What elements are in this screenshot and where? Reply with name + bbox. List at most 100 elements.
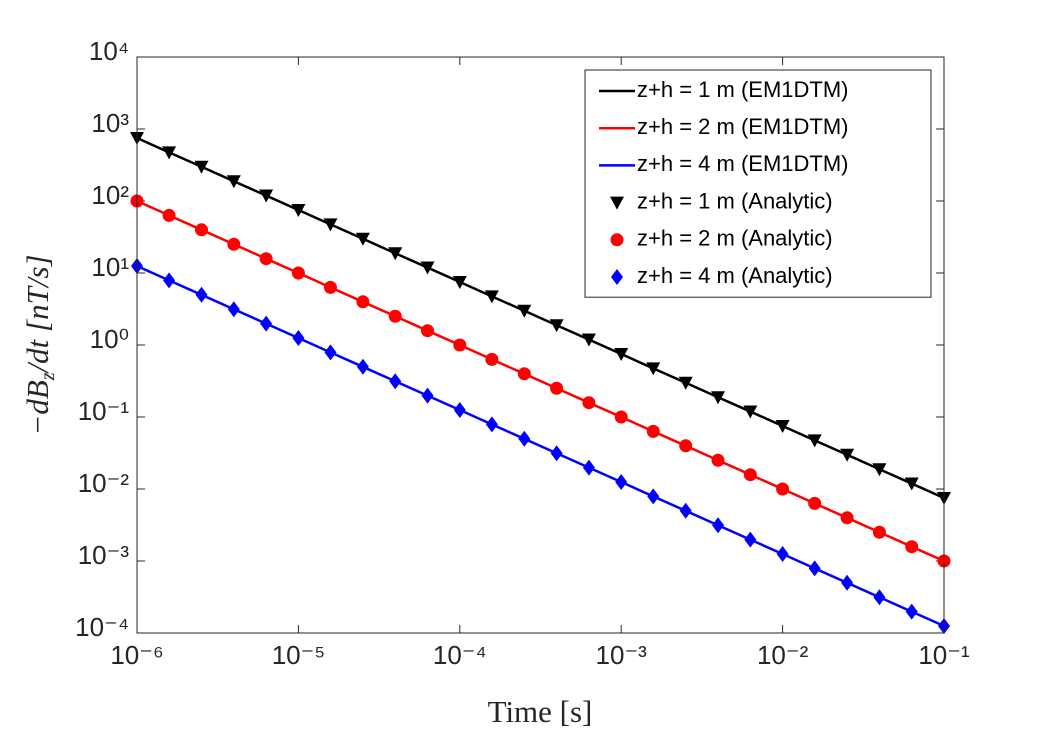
marker — [162, 208, 176, 222]
legend-label: z+h = 2 m (Analytic) — [637, 226, 833, 251]
marker — [872, 463, 887, 477]
marker — [647, 488, 660, 505]
marker — [517, 367, 531, 381]
marker — [776, 482, 790, 496]
marker — [841, 574, 854, 591]
marker — [808, 496, 822, 510]
marker — [775, 419, 790, 433]
y-tick-label: 10⁻¹ — [78, 396, 130, 426]
marker — [355, 232, 370, 246]
marker — [291, 266, 305, 280]
marker — [163, 272, 176, 289]
marker — [420, 261, 435, 275]
marker — [292, 330, 305, 347]
marker — [581, 333, 596, 347]
marker — [388, 309, 402, 323]
y-tick-label: 10⁻³ — [78, 540, 130, 570]
y-label-part: −dB — [20, 380, 55, 435]
marker — [610, 233, 624, 247]
x-tick-label: 10⁻⁵ — [272, 640, 325, 670]
y-tick-label: 10⁴ — [89, 36, 129, 66]
marker — [744, 531, 757, 548]
marker — [323, 218, 338, 232]
marker — [389, 373, 402, 390]
legend-label: z+h = 4 m (EM1DTM) — [637, 151, 848, 176]
marker — [453, 338, 467, 352]
y-label-subscript: z — [37, 372, 59, 381]
marker — [904, 477, 919, 491]
marker — [646, 362, 661, 376]
y-tick-label: 10³ — [91, 108, 129, 138]
marker — [610, 196, 624, 210]
marker — [873, 589, 886, 606]
legend-label: z+h = 1 m (Analytic) — [637, 188, 833, 213]
marker — [615, 474, 628, 491]
marker — [679, 502, 692, 519]
marker — [711, 391, 726, 405]
marker — [260, 315, 273, 332]
x-tick-label: 10⁻² — [757, 640, 809, 670]
marker — [484, 290, 499, 304]
marker — [324, 344, 337, 361]
marker — [421, 324, 435, 338]
marker — [807, 434, 822, 448]
marker — [227, 237, 241, 251]
legend-label: z+h = 1 m (EM1DTM) — [637, 77, 848, 102]
y-tick-label: 10⁻⁴ — [75, 612, 129, 642]
y-label-part: /dt [nT/s] — [20, 254, 55, 374]
marker — [162, 146, 177, 160]
marker — [227, 301, 240, 318]
marker — [356, 295, 370, 309]
marker — [678, 376, 693, 390]
marker — [485, 352, 499, 366]
marker — [388, 247, 403, 261]
marker — [712, 517, 725, 534]
series-line — [136, 136, 945, 500]
y-tick-label: 10² — [91, 180, 129, 210]
legend-label: z+h = 4 m (Analytic) — [637, 263, 833, 288]
marker — [453, 402, 466, 419]
marker — [259, 189, 274, 203]
marker — [291, 203, 306, 217]
y-tick-label: 10⁰ — [90, 324, 129, 354]
marker — [872, 525, 886, 539]
series-line — [136, 264, 945, 628]
marker — [323, 280, 337, 294]
marker — [518, 430, 531, 447]
marker — [226, 175, 241, 189]
marker — [195, 223, 209, 237]
marker — [776, 546, 789, 563]
marker — [711, 453, 725, 467]
marker — [611, 269, 623, 285]
marker — [356, 358, 369, 375]
marker — [452, 275, 467, 289]
legend-label: z+h = 2 m (EM1DTM) — [637, 114, 848, 139]
marker — [808, 560, 821, 577]
marker — [840, 448, 855, 462]
marker — [550, 445, 563, 462]
x-tick-label: 10⁻⁶ — [110, 640, 163, 670]
marker — [195, 286, 208, 303]
y-tick-label: 10⁻² — [78, 468, 130, 498]
y-tick-label: 10¹ — [91, 252, 129, 282]
x-axis-label: Time [s] — [488, 694, 593, 729]
marker — [194, 160, 209, 174]
x-tick-label: 10⁻⁴ — [433, 640, 487, 670]
marker — [646, 424, 660, 438]
marker — [614, 410, 628, 424]
marker — [840, 511, 854, 525]
marker — [582, 396, 596, 410]
marker — [550, 381, 564, 395]
marker — [259, 252, 273, 266]
axes-box — [136, 56, 945, 634]
marker — [743, 405, 758, 419]
marker — [743, 468, 757, 482]
legend-box — [584, 69, 932, 298]
y-axis-label: −dBz/dt [nT/s] — [20, 254, 59, 435]
marker — [679, 439, 693, 453]
marker — [905, 540, 919, 554]
marker — [517, 304, 532, 318]
marker — [582, 459, 595, 476]
marker — [485, 416, 498, 433]
